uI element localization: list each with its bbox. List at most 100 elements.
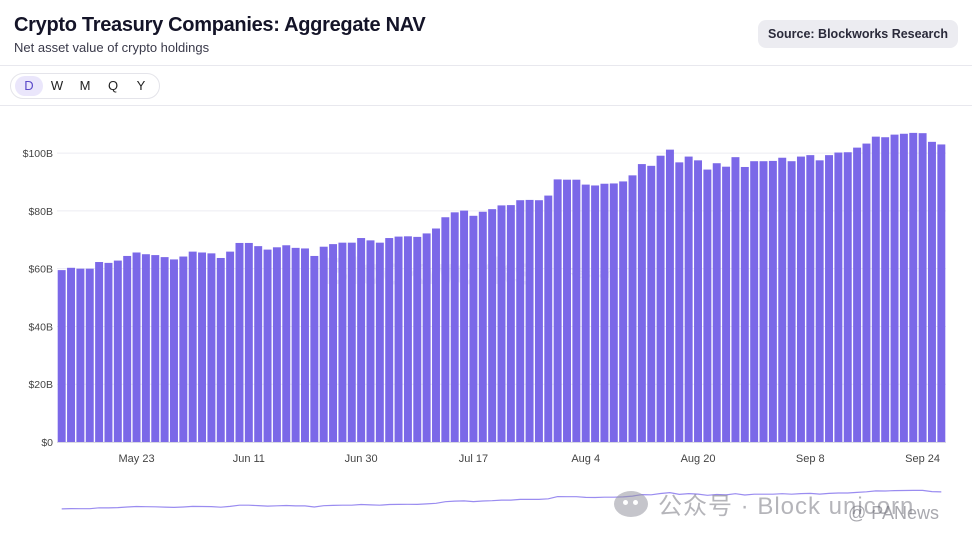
bar (394, 236, 403, 442)
bar (918, 133, 927, 442)
bar (403, 236, 412, 442)
panews-watermark: @ PANews (848, 503, 939, 523)
x-tick-label: Aug 4 (571, 453, 600, 465)
bar (123, 255, 132, 442)
bar (357, 238, 366, 442)
toolbar-divider (0, 105, 972, 106)
bar (778, 157, 787, 442)
bar (216, 257, 225, 442)
source-badge: Source: Blockworks Research (758, 20, 958, 48)
bar (553, 179, 562, 442)
bar (169, 259, 178, 442)
range-button-m[interactable]: M (79, 78, 91, 93)
bar (488, 209, 497, 442)
bar (347, 242, 356, 442)
bar (497, 205, 506, 442)
bar (731, 157, 740, 442)
bar (85, 268, 94, 442)
bar (647, 165, 656, 443)
bar (703, 169, 712, 443)
bar (881, 137, 890, 442)
bar (301, 248, 309, 442)
range-button-w[interactable]: W (50, 78, 64, 93)
bar (244, 242, 253, 442)
bar (843, 152, 852, 442)
bar (834, 152, 843, 442)
bar (665, 149, 674, 442)
x-tick-label: Aug 20 (681, 453, 716, 465)
chart-subtitle: Net asset value of crypto holdings (14, 40, 210, 55)
bar (432, 228, 440, 442)
bar (609, 183, 618, 442)
bar (469, 215, 478, 442)
bar (927, 141, 936, 442)
bar (450, 212, 459, 442)
bar (422, 233, 431, 442)
x-tick-label: Jul 17 (459, 453, 488, 465)
x-tick-label: Jun 30 (345, 453, 378, 465)
bar (628, 175, 637, 442)
bar (796, 156, 805, 443)
bar (141, 254, 150, 442)
bar (544, 195, 553, 442)
bar (506, 205, 515, 442)
bar (151, 255, 160, 442)
bar (375, 242, 384, 442)
bar (572, 179, 581, 442)
bar (319, 246, 328, 442)
bar (563, 179, 571, 442)
header-divider (0, 65, 972, 66)
wechat-watermark-text: 公众号 · Block unicorn (658, 493, 915, 520)
y-tick-label: $80B (28, 206, 53, 218)
bar (310, 255, 319, 442)
bar (76, 268, 85, 442)
bar (329, 244, 338, 442)
range-button-q[interactable]: Q (107, 78, 119, 93)
bar (853, 147, 862, 442)
bar (637, 164, 646, 442)
bar (188, 251, 197, 442)
x-tick-label: Jun 11 (233, 453, 265, 465)
bar (179, 256, 188, 442)
bar (413, 236, 422, 442)
bar (338, 242, 347, 442)
bar (656, 155, 665, 442)
bar (478, 211, 487, 442)
bar (684, 156, 693, 443)
time-range-selector: D W M Q Y (10, 73, 160, 99)
bar (104, 262, 113, 442)
bar (226, 251, 235, 442)
bar (516, 200, 525, 442)
bar (806, 155, 815, 442)
bar (871, 136, 880, 442)
bar (899, 133, 908, 442)
nav-bar-chart: $0$20B$40B$60B$80B$100BBlockworksResearc… (23, 132, 946, 510)
x-tick-label: Sep 24 (905, 453, 940, 465)
bar (675, 162, 684, 442)
bar (890, 134, 899, 442)
range-button-y[interactable]: Y (136, 78, 146, 93)
wechat-icon (614, 490, 648, 517)
bar (235, 242, 244, 442)
bar (291, 247, 300, 442)
x-tick-label: May 23 (119, 453, 155, 465)
bar (937, 144, 946, 442)
bar (815, 160, 824, 443)
bar (534, 200, 543, 442)
range-navigator-line (61, 489, 942, 510)
y-tick-label: $60B (28, 264, 53, 276)
bar (385, 238, 394, 442)
bar (619, 181, 628, 442)
bar (525, 199, 534, 442)
range-button-d[interactable]: D (15, 76, 43, 96)
bar (263, 249, 272, 442)
y-tick-label: $0 (41, 437, 53, 449)
bar (740, 166, 749, 442)
bar (441, 217, 450, 442)
chart-title: Crypto Treasury Companies: Aggregate NAV (14, 14, 426, 36)
bar (862, 143, 871, 443)
bar (57, 270, 66, 442)
y-tick-label: $100B (23, 148, 53, 160)
bar (132, 252, 141, 442)
bar (722, 166, 731, 442)
